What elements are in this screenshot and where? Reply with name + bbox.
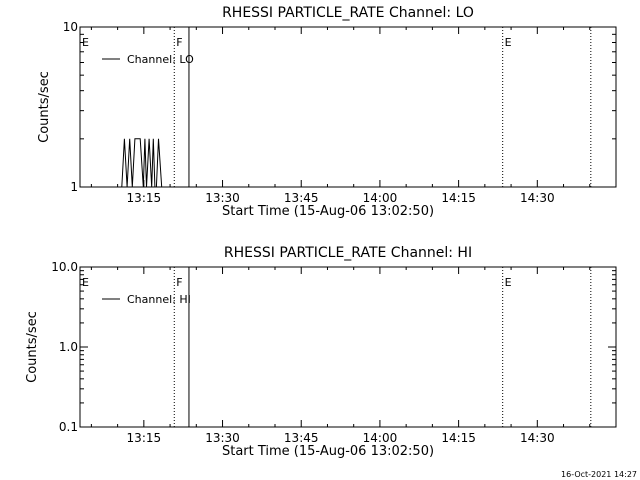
x-tick-label: 13:45 bbox=[284, 431, 319, 445]
legend-label: Channel: LO bbox=[127, 53, 194, 66]
x-tick-label: 13:30 bbox=[205, 191, 240, 205]
x-tick-label: 14:15 bbox=[441, 431, 476, 445]
event-marker-label: E bbox=[505, 276, 512, 289]
y-tick-label: 10 bbox=[63, 20, 78, 34]
x-axis-label: Start Time (15-Aug-06 13:02:50) bbox=[222, 444, 434, 459]
y-tick-label: 0.1 bbox=[59, 420, 78, 434]
plot-frame bbox=[79, 26, 617, 188]
x-axis-label: Start Time (15-Aug-06 13:02:50) bbox=[222, 204, 434, 219]
event-marker-label: F bbox=[176, 276, 182, 289]
x-tick-label: 13:30 bbox=[205, 431, 240, 445]
legend-label: Channel: HI bbox=[127, 293, 191, 306]
event-marker-label: F bbox=[176, 36, 182, 49]
event-marker-label: E bbox=[82, 36, 89, 49]
x-tick-label: 14:00 bbox=[363, 431, 398, 445]
series-line bbox=[121, 138, 165, 188]
y-axis-label: Counts/sec bbox=[37, 71, 52, 143]
y-tick-label: 1 bbox=[70, 180, 78, 194]
panel-lo: RHESSI PARTICLE_RATE Channel: LO 13:15 13:… bbox=[37, 5, 617, 219]
y-tick-label: 1.0 bbox=[59, 340, 78, 354]
x-tick-label: 13:15 bbox=[127, 191, 162, 205]
x-tick-label: 13:15 bbox=[127, 431, 162, 445]
x-tick-label: 13:45 bbox=[284, 191, 319, 205]
x-tick-label: 14:15 bbox=[441, 191, 476, 205]
event-marker-label: E bbox=[82, 276, 89, 289]
y-tick-label: 10.0 bbox=[51, 260, 78, 274]
chart-title: RHESSI PARTICLE_RATE Channel: LO bbox=[222, 5, 474, 21]
chart-title: RHESSI PARTICLE_RATE Channel: HI bbox=[224, 245, 472, 261]
footer-timestamp: 16-Oct-2021 14:27 bbox=[561, 470, 637, 479]
x-tick-label: 14:30 bbox=[520, 191, 555, 205]
x-tick-label: 14:30 bbox=[520, 431, 555, 445]
panel-hi: RHESSI PARTICLE_RATE Channel: HI 13:15 13:… bbox=[25, 245, 617, 459]
plot-frame bbox=[79, 266, 617, 428]
x-tick-label: 14:00 bbox=[363, 191, 398, 205]
y-axis-label: Counts/sec bbox=[25, 311, 40, 383]
event-marker-label: E bbox=[505, 36, 512, 49]
